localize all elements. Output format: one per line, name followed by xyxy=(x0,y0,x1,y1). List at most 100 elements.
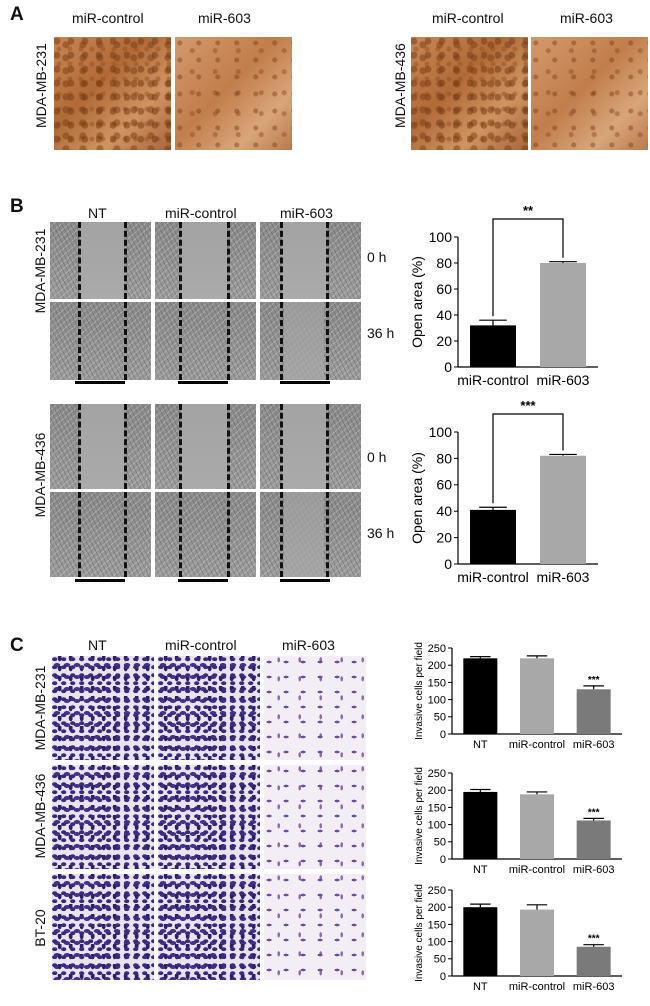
x-tick-label: miR-603 xyxy=(537,372,590,388)
invasion-231-control xyxy=(158,656,260,760)
bar-mir-control xyxy=(470,509,516,564)
wound-436-nt-0h xyxy=(50,404,151,489)
x-tick-label: miR-control xyxy=(457,372,529,388)
y-tick-label: 50 xyxy=(434,712,446,724)
y-tick-label: 150 xyxy=(428,919,446,931)
bar-mir-control xyxy=(520,909,554,976)
panel-a-letter: A xyxy=(10,4,24,25)
y-tick-label: 0 xyxy=(444,556,452,572)
x-tick-label: miR-control xyxy=(509,739,565,751)
y-tick-label: 20 xyxy=(436,530,452,546)
y-tick-label: 80 xyxy=(436,450,452,466)
bar-mir-603 xyxy=(576,946,611,976)
scale-bar xyxy=(178,579,228,582)
bar-mir-control xyxy=(520,794,554,859)
bar-nt xyxy=(463,791,498,859)
y-tick-label: 150 xyxy=(428,802,446,814)
y-tick-label: 200 xyxy=(428,785,446,797)
scale-bar xyxy=(280,381,330,384)
significance-marker: *** xyxy=(588,675,600,686)
y-axis-label: Open area (%) xyxy=(409,452,425,544)
micrograph-a-436-control xyxy=(411,37,528,150)
y-tick-label: 100 xyxy=(428,936,446,948)
panel-b-col-mir603: miR-603 xyxy=(280,205,333,221)
y-tick-label: 100 xyxy=(428,694,446,706)
wound-231-control-0h xyxy=(155,222,256,299)
y-tick-label: 50 xyxy=(434,837,446,849)
panel-a-left-col1-label: miR-control xyxy=(72,10,144,26)
panel-a-right-col2-label: miR-603 xyxy=(560,10,613,26)
y-tick-label: 60 xyxy=(436,477,452,493)
wound-231-nt-36h xyxy=(50,302,151,380)
wound-436-control-0h xyxy=(155,404,256,489)
panel-b-bottom-36h: 36 h xyxy=(367,525,395,541)
x-tick-label: NT xyxy=(473,739,488,751)
panel-c-col-mir603: miR-603 xyxy=(282,637,335,653)
y-tick-label: 0 xyxy=(440,854,446,866)
significance-bracket xyxy=(492,413,564,504)
panel-b-bottom-0h: 0 h xyxy=(367,449,387,465)
x-tick-label: miR-603 xyxy=(573,864,615,876)
panel-b-top-cell-line: MDA-MB-231 xyxy=(32,228,48,314)
x-tick-label: miR-603 xyxy=(573,981,615,993)
x-tick-label: NT xyxy=(473,864,488,876)
x-tick-label: miR-603 xyxy=(537,569,590,585)
x-tick-label: miR-control xyxy=(509,864,565,876)
y-tick-label: 100 xyxy=(428,819,446,831)
panel-a-right-col1-label: miR-control xyxy=(432,10,504,26)
panel-b-letter: B xyxy=(10,196,24,217)
panel-b-top-0h: 0 h xyxy=(367,249,387,265)
y-tick-label: 0 xyxy=(444,359,452,375)
invasion-bt20-control xyxy=(158,874,260,980)
panel-c-col-mircontrol: miR-control xyxy=(165,637,237,653)
bar-nt xyxy=(463,658,498,734)
panel-a-left-cell-line-label: MDA-MB-231 xyxy=(33,43,49,128)
invasion-231-mir603 xyxy=(264,656,366,760)
y-tick-label: 0 xyxy=(440,971,446,983)
scale-bar xyxy=(75,381,125,384)
invasion-231-nt xyxy=(52,656,154,760)
significance-marker: ** xyxy=(523,205,534,218)
micrograph-a-231-control xyxy=(54,37,171,150)
invasion-bt20-mir603 xyxy=(264,874,366,980)
invasion-436-control xyxy=(158,765,260,869)
bar-mir-603 xyxy=(540,263,586,367)
panel-c-row3-label: BT-20 xyxy=(32,909,48,947)
y-tick-label: 250 xyxy=(428,643,446,655)
y-tick-label: 50 xyxy=(434,954,446,966)
wound-231-control-36h xyxy=(155,302,256,380)
significance-marker: *** xyxy=(520,400,536,413)
significance-marker: *** xyxy=(588,934,600,945)
wound-436-mir603-36h xyxy=(260,492,361,577)
y-tick-label: 60 xyxy=(436,281,452,297)
y-tick-label: 250 xyxy=(428,885,446,897)
y-tick-label: 100 xyxy=(429,229,453,245)
x-tick-label: miR-control xyxy=(509,981,565,993)
wound-436-nt-36h xyxy=(50,492,151,577)
y-tick-label: 200 xyxy=(428,902,446,914)
invasion-bt20-nt xyxy=(52,874,154,980)
bar-mir-control xyxy=(470,325,516,367)
scale-bar xyxy=(280,579,330,582)
y-tick-label: 100 xyxy=(429,424,453,440)
y-tick-label: 200 xyxy=(428,660,446,672)
wound-436-mir603-0h xyxy=(260,404,361,489)
panel-c-row1-label: MDA-MB-231 xyxy=(32,665,48,751)
x-tick-label: miR-603 xyxy=(573,739,615,751)
wound-231-mir603-0h xyxy=(260,222,361,299)
y-tick-label: 250 xyxy=(428,768,446,780)
y-axis-label: Open area (%) xyxy=(409,256,425,348)
y-axis-label: Invasive cells per field xyxy=(414,642,425,740)
panel-b-bottom-cell-line: MDA-MB-436 xyxy=(32,432,48,518)
invasion-436-mir603 xyxy=(264,765,366,869)
panel-c-col-nt: NT xyxy=(88,637,107,653)
y-tick-label: 80 xyxy=(436,255,452,271)
y-axis-label: Invasive cells per field xyxy=(414,767,425,865)
panel-c-letter: C xyxy=(10,635,24,656)
bar-mir-603 xyxy=(576,820,611,859)
